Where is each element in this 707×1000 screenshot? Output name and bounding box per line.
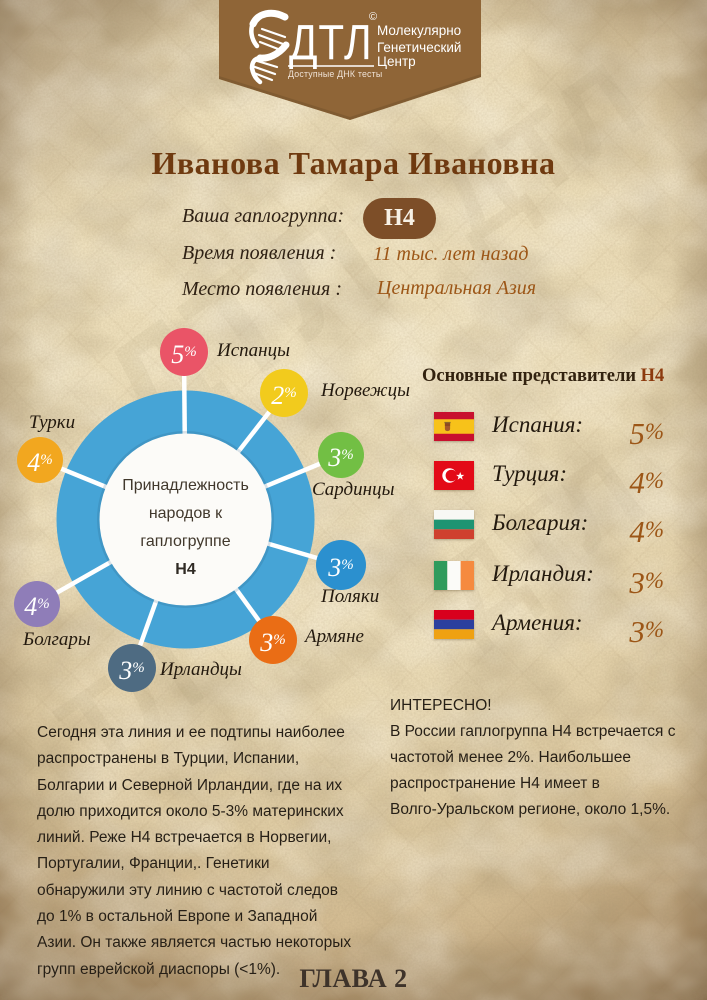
svg-text:Доступные ДНК тесты: Доступные ДНК тесты	[288, 69, 382, 79]
svg-text:ДТЛ: ДТЛ	[289, 15, 373, 70]
svg-text:Генетический: Генетический	[377, 40, 461, 55]
svg-text:Центр: Центр	[377, 54, 416, 69]
svg-text:©: ©	[369, 11, 377, 23]
svg-text:Молекулярно: Молекулярно	[377, 23, 461, 38]
